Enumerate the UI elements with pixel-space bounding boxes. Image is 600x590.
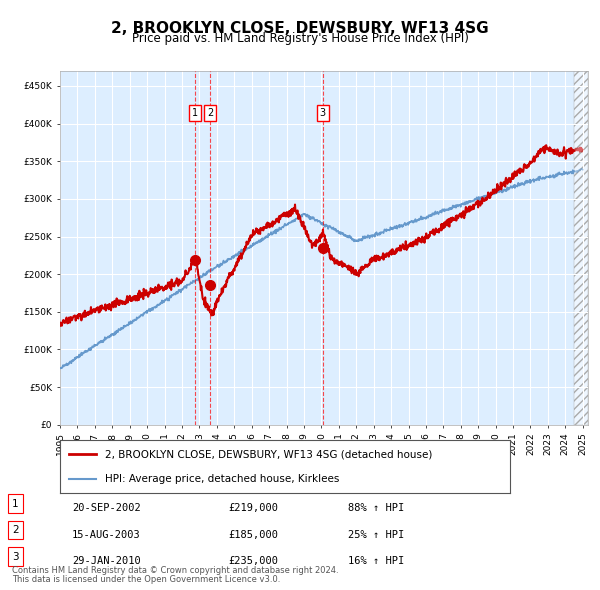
Text: £235,000: £235,000 [228,556,278,566]
Bar [574,71,588,425]
Text: This data is licensed under the Open Government Licence v3.0.: This data is licensed under the Open Gov… [12,575,280,584]
Text: 29-JAN-2010: 29-JAN-2010 [72,556,141,566]
Text: 2: 2 [207,109,214,118]
Text: HPI: Average price, detached house, Kirklees: HPI: Average price, detached house, Kirk… [105,474,340,484]
Text: 1: 1 [191,109,197,118]
Text: 2, BROOKLYN CLOSE, DEWSBURY, WF13 4SG: 2, BROOKLYN CLOSE, DEWSBURY, WF13 4SG [111,21,489,35]
Text: 16% ↑ HPI: 16% ↑ HPI [348,556,404,566]
Text: Contains HM Land Registry data © Crown copyright and database right 2024.: Contains HM Land Registry data © Crown c… [12,566,338,575]
Text: 15-AUG-2003: 15-AUG-2003 [72,530,141,540]
Text: Price paid vs. HM Land Registry's House Price Index (HPI): Price paid vs. HM Land Registry's House … [131,32,469,45]
Text: 2, BROOKLYN CLOSE, DEWSBURY, WF13 4SG (detached house): 2, BROOKLYN CLOSE, DEWSBURY, WF13 4SG (d… [105,450,433,460]
Text: 1: 1 [12,499,19,509]
Text: 88% ↑ HPI: 88% ↑ HPI [348,503,404,513]
Bar [574,71,588,425]
Text: 20-SEP-2002: 20-SEP-2002 [72,503,141,513]
Text: 25% ↑ HPI: 25% ↑ HPI [348,530,404,540]
Text: £219,000: £219,000 [228,503,278,513]
Text: 2: 2 [12,525,19,535]
Text: 3: 3 [12,552,19,562]
Text: £185,000: £185,000 [228,530,278,540]
Text: 3: 3 [320,109,326,118]
